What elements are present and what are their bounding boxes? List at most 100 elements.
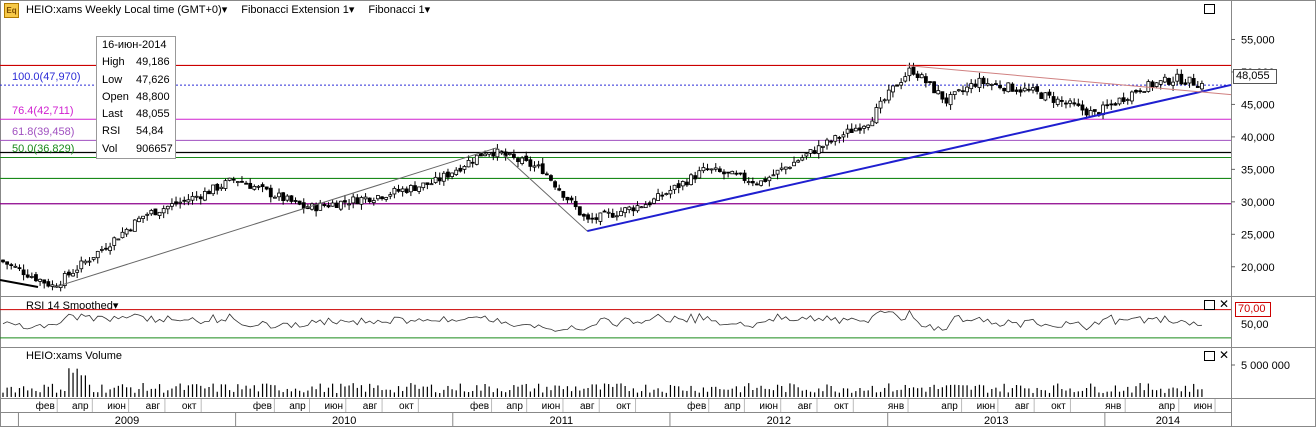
- candle-body: [371, 200, 376, 203]
- candle-body: [343, 200, 347, 203]
- month-label: апр: [289, 401, 306, 412]
- candle-body: [326, 205, 331, 208]
- month-label: фев: [36, 400, 55, 412]
- candle-body: [153, 208, 158, 216]
- fx-icon[interactable]: Eq: [4, 3, 19, 18]
- candle-body: [462, 166, 467, 170]
- candle-body: [334, 202, 339, 209]
- candle-body: [182, 199, 187, 202]
- candle-body: [565, 196, 570, 201]
- ohlc-info-box: 16-июн-2014 High 49,186 Low 47,626 Open 48,…: [96, 36, 176, 160]
- candle-body: [586, 214, 590, 220]
- candle-body: [244, 182, 248, 185]
- month-label: апр: [941, 401, 958, 412]
- candle-body: [170, 203, 174, 207]
- maximize-rsi-pane-button[interactable]: [1204, 300, 1215, 310]
- info-value: 47,626: [136, 73, 170, 86]
- candle-body: [820, 145, 825, 148]
- month-label: окт: [399, 401, 414, 412]
- candle-body: [973, 83, 978, 87]
- candle-body: [792, 161, 796, 167]
- candle-body: [207, 190, 211, 195]
- candle-body: [808, 149, 813, 154]
- study-fibonacci-dropdown[interactable]: Fibonacci 1▾: [368, 4, 431, 16]
- candle-body: [507, 153, 512, 156]
- candle-body: [301, 202, 306, 209]
- candle-body: [676, 183, 681, 188]
- info-label: Last: [102, 108, 123, 121]
- candle-body: [42, 279, 47, 284]
- candle-body: [726, 171, 731, 174]
- candle-body: [67, 271, 71, 276]
- candle-body: [816, 145, 821, 154]
- candle-body: [746, 181, 751, 183]
- candle-body: [672, 184, 677, 191]
- maximize-price-pane-button[interactable]: [1204, 4, 1215, 14]
- candle-body: [413, 185, 417, 191]
- candle-body: [1006, 82, 1011, 93]
- candle-body: [380, 196, 384, 200]
- candle-body: [1088, 110, 1093, 117]
- candle-body: [627, 206, 632, 211]
- candle-body: [965, 86, 969, 93]
- year-label: 2012: [767, 415, 791, 427]
- candle-body: [50, 284, 55, 287]
- candle-body: [1200, 83, 1204, 90]
- candle-body: [132, 219, 137, 232]
- info-value: 54,84: [136, 125, 164, 138]
- candle-body: [1022, 87, 1027, 92]
- info-label: High: [102, 56, 125, 69]
- candle-body: [936, 90, 941, 95]
- study-fib-extension-dropdown[interactable]: Fibonacci Extension 1▾: [241, 4, 355, 16]
- year-label: 2010: [332, 415, 356, 427]
- candle-body: [767, 176, 772, 182]
- candle-body: [1171, 81, 1175, 86]
- candle-body: [351, 196, 356, 204]
- candle-body: [858, 127, 862, 131]
- close-rsi-pane-icon[interactable]: ✕: [1219, 297, 1230, 311]
- candle-body: [1035, 86, 1040, 92]
- candle-body: [202, 191, 207, 201]
- candle-body: [1138, 90, 1143, 93]
- info-date: 16-июн-2014: [102, 39, 167, 51]
- trendlines[interactable]: [0, 64, 1232, 289]
- candle-body: [376, 195, 380, 200]
- candle-body: [520, 157, 525, 164]
- candle-body: [812, 150, 817, 154]
- candle-body: [13, 265, 18, 268]
- candle-body: [969, 83, 974, 90]
- candle-body: [62, 273, 67, 286]
- candle-body: [540, 163, 545, 175]
- candle-body: [614, 215, 619, 218]
- candle-body: [734, 172, 739, 175]
- candle-body: [1076, 103, 1081, 106]
- candle-body: [536, 164, 541, 167]
- candle-body: [738, 172, 743, 175]
- trendline: [495, 147, 588, 232]
- candle-body: [1154, 82, 1159, 87]
- volume-pane-title[interactable]: HEIO:xams Volume: [26, 350, 122, 362]
- rsi-pane-title[interactable]: RSI 14 Smoothed▾: [26, 300, 119, 312]
- year-label: 2013: [984, 415, 1008, 427]
- candle-body: [631, 207, 636, 212]
- candle-body: [1068, 100, 1072, 104]
- candle-body: [384, 197, 389, 200]
- candle-body: [297, 200, 302, 205]
- maximize-volume-pane-button[interactable]: [1204, 351, 1215, 361]
- candle-body: [1162, 76, 1167, 83]
- candle-body: [623, 207, 628, 214]
- candle-body: [240, 180, 244, 183]
- candle-body: [932, 81, 937, 94]
- candle-body: [95, 250, 100, 259]
- symbol-title-dropdown[interactable]: HEIO:xams Weekly Local time (GMT+0)▾: [26, 4, 228, 16]
- candle-body: [573, 200, 578, 208]
- candle-body: [277, 192, 281, 198]
- close-volume-pane-icon[interactable]: ✕: [1219, 348, 1230, 362]
- candle-body: [915, 73, 920, 78]
- candle-body: [952, 91, 957, 96]
- candle-body: [235, 181, 240, 183]
- candle-body: [895, 84, 899, 87]
- candle-body: [145, 213, 150, 216]
- candle-body: [75, 269, 80, 273]
